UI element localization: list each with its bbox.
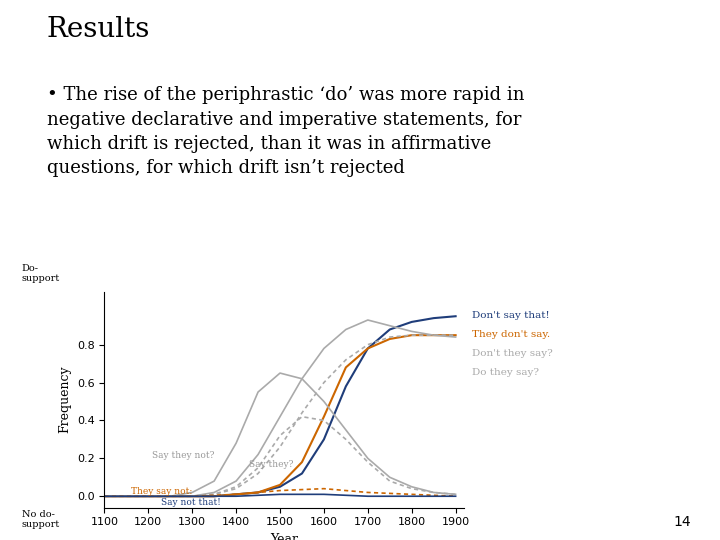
Text: Say they?: Say they? [249,460,294,469]
Text: Say they not?: Say they not? [152,451,215,460]
Text: Don't they say?: Don't they say? [472,349,552,357]
Text: • The rise of the periphrastic ‘do’ was more rapid in
negative declarative and i: • The rise of the periphrastic ‘do’ was … [47,86,524,177]
Text: Results: Results [47,16,150,43]
Text: They say not:: They say not: [131,487,192,496]
Text: 14: 14 [674,515,691,529]
X-axis label: Year: Year [271,533,298,540]
Text: Say not that!: Say not that! [161,498,221,507]
Text: Do-
support: Do- support [22,264,60,283]
Y-axis label: Frequency: Frequency [58,366,71,434]
Text: No do-
support: No do- support [22,510,60,529]
Text: They don't say.: They don't say. [472,330,550,339]
Text: Don't say that!: Don't say that! [472,311,549,320]
Text: Do they say?: Do they say? [472,368,539,376]
